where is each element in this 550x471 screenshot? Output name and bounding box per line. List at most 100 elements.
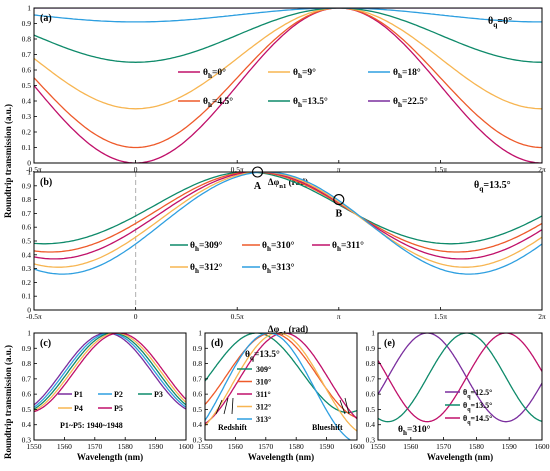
- legend-label: 309°: [256, 365, 271, 374]
- y-tick-label: 1: [198, 329, 202, 338]
- y-tick-label: 0.4: [193, 420, 203, 429]
- y-tick-label: 0.7: [22, 209, 32, 218]
- x-tick-label: 0: [134, 312, 138, 321]
- y-tick-label: 0.4: [22, 250, 32, 259]
- y-tick-label: 0.2: [22, 278, 32, 287]
- y-tick-label: 0.2: [22, 128, 32, 137]
- y-tick-label: 1: [27, 168, 31, 177]
- series-line-b-2: [34, 172, 542, 260]
- marker-point-A: [251, 166, 264, 178]
- series-line-a-1: [34, 8, 542, 149]
- x-tick-label: 1580: [469, 442, 484, 451]
- x-tick-label: 1550: [371, 442, 386, 451]
- y-tick-label: 0.7: [366, 374, 376, 383]
- x-axis-label: Wavelength (nm): [77, 452, 143, 462]
- y-tick-label: 0.9: [22, 19, 32, 28]
- y-tick-label: 0.5: [22, 81, 32, 90]
- legend-label: 312°: [256, 403, 271, 412]
- x-axis-label: Wavelength (nm): [427, 452, 493, 462]
- y-tick-label: 0.5: [193, 405, 203, 414]
- series-line-a-3: [34, 8, 542, 63]
- legend-label: P4: [74, 404, 83, 413]
- legend-label: 313°: [256, 415, 271, 424]
- x-tick-label: π: [337, 312, 341, 321]
- x-tick-label: 1590: [502, 442, 517, 451]
- y-tick-label: 0.1: [22, 292, 32, 301]
- blueshift-arrow: [344, 397, 350, 415]
- y-tick-label: 0.4: [22, 97, 32, 106]
- legend-label: θh=13.5°: [293, 96, 328, 109]
- series-line-b-0: [34, 172, 542, 245]
- y-tick-label: 0.5: [366, 405, 376, 414]
- annotation-theta-h: θh=310°: [398, 424, 431, 437]
- legend-label: θh=18°: [393, 67, 421, 80]
- series-line-a-4: [34, 8, 542, 23]
- x-tick-label: 1560: [57, 442, 72, 451]
- y-tick-label: 0.8: [22, 195, 32, 204]
- redshift-arrow: [231, 397, 234, 415]
- panel-a: -0.5π 0 0.5π π 1.5π 2π00.10.20.30.40.50.60.70…: [22, 4, 546, 191]
- y-tick-label: 1: [27, 4, 31, 13]
- series-line-e-2: [378, 333, 542, 423]
- y-tick-label: 0.5: [22, 237, 32, 246]
- plot-frame: [204, 332, 358, 441]
- y-tick-label: 0.6: [193, 390, 203, 399]
- y-tick-label: 0.3: [22, 436, 32, 445]
- x-tick-label: -0.5π: [26, 312, 42, 321]
- legend-label: P5: [114, 404, 123, 413]
- y-tick-label: 0.6: [22, 66, 32, 75]
- series-line-d-1: [205, 333, 357, 419]
- x-tick-label: 0.5π: [231, 312, 244, 321]
- x-tick-label: 1570: [87, 442, 102, 451]
- x-tick-label: 1560: [228, 442, 243, 451]
- y-tick-label: 0.6: [22, 390, 32, 399]
- series-line-e-0: [378, 333, 542, 423]
- y-tick-label: 0.9: [366, 344, 376, 353]
- y-tick-label: 0.9: [22, 344, 32, 353]
- x-tick-label: 1570: [436, 442, 451, 451]
- x-tick-label: -0.5π: [26, 165, 42, 174]
- y-tick-label: 0.8: [22, 35, 32, 44]
- y-tick-label: 1: [27, 329, 31, 338]
- series-line-d-3: [205, 333, 357, 432]
- y-axis-label-bottom: Roundtrip transmission (a.u.): [3, 345, 13, 459]
- panel-label: (e): [384, 338, 395, 349]
- panel-c: 1550 1560 1570 1580 1590 1600 0.3 0.4 0.5 0.6 0.7 0…: [22, 329, 194, 463]
- series-line-c-1: [34, 333, 186, 408]
- x-tick-label: 2π: [538, 165, 546, 174]
- x-axis-label: Wavelength (nm): [248, 452, 314, 462]
- y-tick-label: 0.9: [22, 181, 32, 190]
- legend-label: P3: [154, 390, 163, 399]
- plot-frame: [377, 332, 543, 441]
- legend-label: θh=312°: [190, 262, 223, 275]
- y-tick-label: 0.4: [366, 420, 376, 429]
- y-tick-label: 0.8: [22, 359, 32, 368]
- panel-e: 1550 1560 1570 1580 1590 1600 0.3 0.4 0.5 0.6 0.7 0…: [366, 329, 550, 463]
- redshift-label: Redshift: [218, 423, 247, 432]
- y-tick-label: 0.3: [193, 436, 203, 445]
- y-tick-label: 0.9: [193, 344, 203, 353]
- x-tick-label: 2π: [538, 312, 546, 321]
- series-line-c-3: [34, 333, 186, 412]
- series-group: [34, 333, 186, 413]
- series-line-e-1: [378, 333, 542, 423]
- legend-label: θh=9°: [293, 67, 316, 80]
- legend-label: θh=310°: [262, 240, 295, 253]
- x-tick-label: 1580: [289, 442, 304, 451]
- panel-label: (d): [211, 338, 223, 349]
- series-line-b-1: [34, 172, 542, 253]
- x-tick-label: π: [337, 165, 341, 174]
- x-axis-label: Δφn1 (rad): [268, 324, 308, 337]
- panel-b: -0.5π 0 0.5π π 1.5π 2π00.10.20.30.40.50.60.70…: [22, 168, 546, 338]
- y-tick-label: 0.7: [193, 374, 203, 383]
- x-tick-label: 1550: [27, 442, 42, 451]
- y-tick-label: 0: [27, 306, 31, 315]
- annotation-theta-q: θq=0°: [488, 16, 512, 29]
- redshift-arrow: [215, 399, 223, 415]
- panel-label: (a): [40, 13, 52, 24]
- panel-label: (c): [40, 338, 51, 349]
- x-tick-label: 1.5π: [434, 312, 447, 321]
- y-axis-label-top: Roundtrip transmission (a.u.): [3, 104, 13, 218]
- y-tick-label: 0.6: [366, 390, 376, 399]
